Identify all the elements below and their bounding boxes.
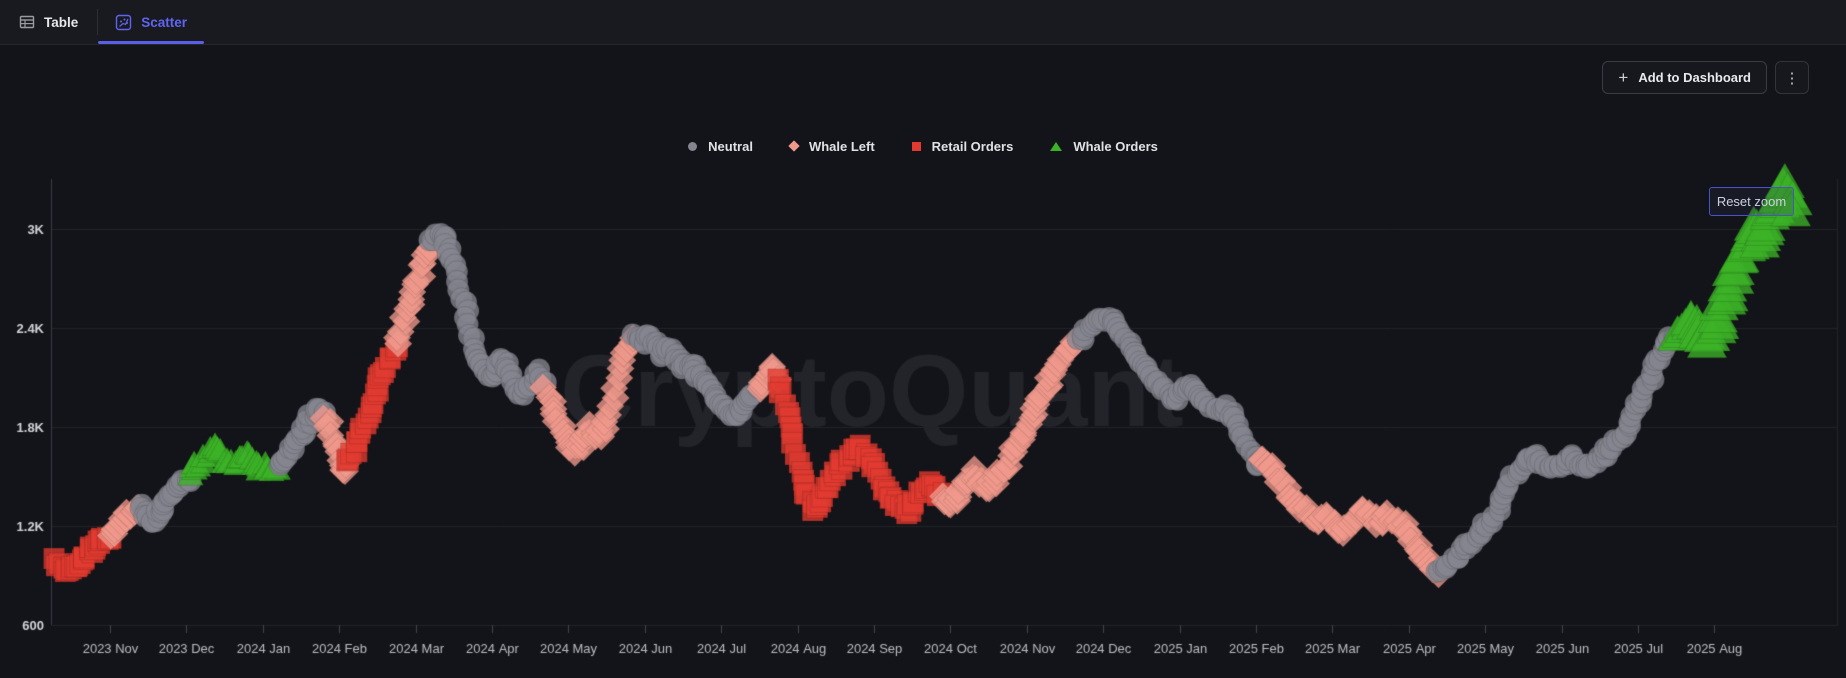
- table-icon: [19, 14, 35, 30]
- active-tab-underline: [98, 41, 205, 44]
- plus-icon: +: [1618, 67, 1629, 87]
- legend-label-retail-orders: Retail Orders: [931, 138, 1014, 154]
- add-to-dashboard-button[interactable]: + Add to Dashboard: [1602, 61, 1767, 94]
- chart-legend: Neutral Whale Left Retail Orders Whale O…: [0, 137, 1846, 155]
- tab-table-label: Table: [44, 14, 79, 30]
- tab-scatter-label: Scatter: [141, 14, 188, 30]
- scatter-icon: [115, 14, 132, 31]
- more-options-button[interactable]: ⋮: [1775, 61, 1809, 94]
- whale-left-diamond-marker-icon: [788, 140, 800, 152]
- tab-divider: [97, 9, 99, 35]
- reset-zoom-button[interactable]: Reset zoom: [1709, 187, 1794, 216]
- whale-orders-triangle-marker-icon: [1050, 141, 1063, 151]
- legend-label-whale-orders: Whale Orders: [1073, 138, 1158, 154]
- legend-label-whale-left: Whale Left: [808, 138, 875, 154]
- add-to-dashboard-label: Add to Dashboard: [1638, 70, 1751, 85]
- tab-table[interactable]: Table: [0, 0, 97, 44]
- legend-item-whale-orders[interactable]: Whale Orders: [1050, 139, 1158, 154]
- reset-zoom-label: Reset zoom: [1716, 194, 1787, 209]
- legend-item-retail-orders[interactable]: Retail Orders: [911, 138, 1014, 154]
- legend-item-whale-left[interactable]: Whale Left: [788, 138, 875, 154]
- retail-orders-square-marker-icon: [911, 141, 921, 151]
- tab-scatter[interactable]: Scatter: [98, 0, 205, 44]
- neutral-circle-marker-icon: [688, 141, 698, 151]
- legend-item-neutral[interactable]: Neutral: [688, 139, 753, 154]
- tab-bar: Table Scatter: [0, 0, 1846, 45]
- legend-label-neutral: Neutral: [708, 138, 753, 154]
- kebab-menu-icon: ⋮: [1784, 69, 1800, 87]
